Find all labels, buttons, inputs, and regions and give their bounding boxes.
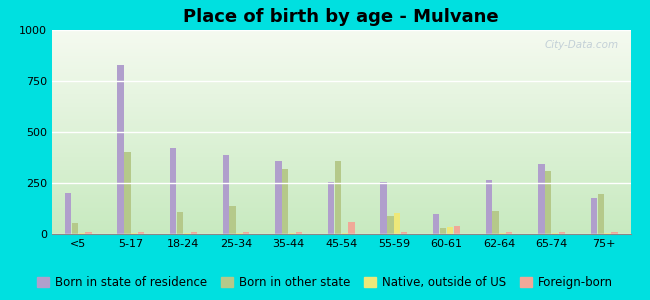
Bar bbox=[486, 180, 492, 234]
Bar bbox=[545, 171, 551, 234]
Bar bbox=[597, 194, 604, 234]
Bar bbox=[243, 232, 250, 234]
Bar bbox=[79, 233, 85, 234]
Bar bbox=[177, 212, 183, 234]
Bar bbox=[289, 233, 295, 234]
Bar bbox=[229, 206, 236, 234]
Bar bbox=[170, 148, 176, 234]
Bar bbox=[394, 213, 400, 234]
Bar bbox=[552, 233, 558, 234]
Bar bbox=[493, 211, 499, 234]
Bar bbox=[348, 222, 355, 234]
Text: City-Data.com: City-Data.com bbox=[545, 40, 619, 50]
Bar bbox=[237, 233, 242, 234]
Legend: Born in state of residence, Born in other state, Native, outside of US, Foreign-: Born in state of residence, Born in othe… bbox=[32, 272, 617, 294]
Bar bbox=[447, 227, 453, 234]
Bar bbox=[604, 233, 611, 234]
Bar bbox=[223, 155, 229, 234]
Bar bbox=[380, 182, 387, 234]
Bar bbox=[387, 216, 394, 234]
Bar bbox=[328, 182, 334, 234]
Bar bbox=[275, 160, 281, 234]
Bar bbox=[506, 232, 512, 234]
Bar bbox=[296, 232, 302, 234]
Bar bbox=[401, 232, 408, 234]
Bar bbox=[85, 232, 92, 234]
Title: Place of birth by age - Mulvane: Place of birth by age - Mulvane bbox=[183, 8, 499, 26]
Bar bbox=[559, 232, 565, 234]
Bar bbox=[538, 164, 545, 234]
Bar bbox=[611, 232, 618, 234]
Bar bbox=[124, 152, 131, 234]
Bar bbox=[190, 232, 197, 234]
Bar bbox=[72, 223, 78, 234]
Bar bbox=[118, 65, 124, 234]
Bar bbox=[65, 193, 72, 234]
Bar bbox=[440, 228, 446, 234]
Bar bbox=[335, 160, 341, 234]
Bar bbox=[282, 169, 289, 234]
Bar bbox=[454, 226, 460, 234]
Bar bbox=[184, 233, 190, 234]
Bar bbox=[131, 233, 137, 234]
Bar bbox=[433, 214, 439, 234]
Bar bbox=[138, 232, 144, 234]
Bar bbox=[499, 233, 506, 234]
Bar bbox=[341, 233, 348, 234]
Bar bbox=[591, 198, 597, 234]
